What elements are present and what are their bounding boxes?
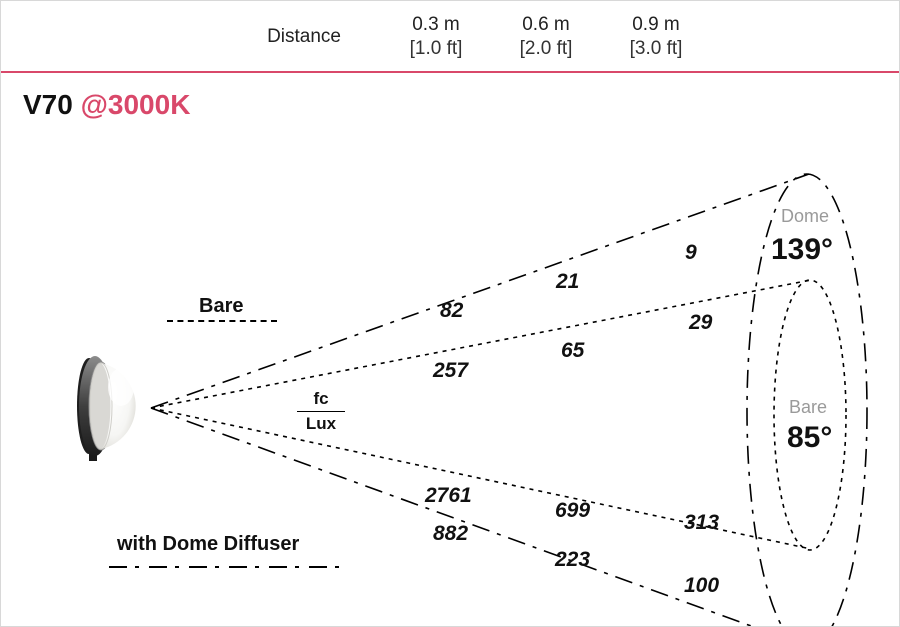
header-col-1: 0.6 m [2.0 ft] bbox=[491, 13, 601, 61]
angle-bare-value: 85° bbox=[787, 421, 832, 455]
angle-dome-label: Dome bbox=[781, 206, 829, 227]
inner-cone-top bbox=[151, 280, 811, 408]
header-col-0-ft: [1.0 ft] bbox=[381, 37, 491, 61]
fc-dome-2: 29 bbox=[689, 311, 712, 335]
header-col-2: 0.9 m [3.0 ft] bbox=[601, 13, 711, 61]
unit-block: fc Lux bbox=[297, 389, 345, 434]
fc-bare-2: 9 bbox=[685, 241, 697, 265]
outer-cone-top bbox=[151, 174, 809, 408]
header-col-0: 0.3 m [1.0 ft] bbox=[381, 13, 491, 61]
header-distance-label: Distance bbox=[1, 26, 381, 48]
fc-dome-0: 257 bbox=[433, 359, 468, 383]
header-col-2-ft: [3.0 ft] bbox=[601, 37, 711, 61]
header-col-1-m: 0.6 m bbox=[491, 13, 601, 37]
header: Distance 0.3 m [1.0 ft] 0.6 m [2.0 ft] 0… bbox=[1, 1, 899, 73]
header-col-2-m: 0.9 m bbox=[601, 13, 711, 37]
legend-bare-label: Bare bbox=[199, 295, 243, 318]
lux-dome-2: 100 bbox=[684, 574, 719, 598]
header-col-0-m: 0.3 m bbox=[381, 13, 491, 37]
diagram-area: Bare with Dome Diffuser fc Lux 82 21 9 2… bbox=[1, 73, 900, 627]
header-col-1-ft: [2.0 ft] bbox=[491, 37, 601, 61]
header-row: Distance 0.3 m [1.0 ft] 0.6 m [2.0 ft] 0… bbox=[1, 1, 899, 73]
lamp-icon bbox=[59, 351, 169, 461]
unit-lux: Lux bbox=[297, 414, 345, 434]
lux-dome-1: 223 bbox=[555, 548, 590, 572]
fc-bare-0: 82 bbox=[440, 299, 463, 323]
angle-dome-value: 139° bbox=[771, 233, 833, 267]
legend-dome-line bbox=[109, 566, 349, 568]
lux-dome-0: 882 bbox=[433, 522, 468, 546]
lux-bare-0: 2761 bbox=[425, 484, 472, 508]
angle-bare-label: Bare bbox=[789, 397, 827, 418]
lux-bare-1: 699 bbox=[555, 499, 590, 523]
lux-bare-2: 313 bbox=[684, 511, 719, 535]
unit-fc: fc bbox=[297, 389, 345, 409]
photometric-diagram-frame: Distance 0.3 m [1.0 ft] 0.6 m [2.0 ft] 0… bbox=[0, 0, 900, 627]
fc-dome-1: 65 bbox=[561, 339, 584, 363]
unit-divider bbox=[297, 411, 345, 412]
legend-dome-label: with Dome Diffuser bbox=[117, 533, 299, 556]
legend-bare-line bbox=[167, 320, 277, 322]
fc-bare-1: 21 bbox=[556, 270, 579, 294]
